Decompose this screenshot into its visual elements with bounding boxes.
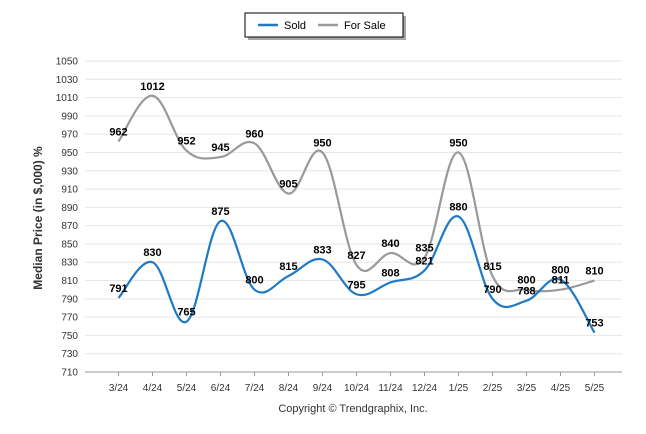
data-label-sold: 790 <box>483 284 501 296</box>
y-tick-label: 810 <box>61 276 78 287</box>
data-label-for-sale: 827 <box>347 250 365 262</box>
data-label-for-sale: 960 <box>245 128 263 140</box>
data-label-sold: 753 <box>585 318 603 330</box>
data-label-for-sale: 1012 <box>140 81 164 93</box>
series-line-sold <box>117 215 596 334</box>
y-tick-label: 710 <box>61 368 78 379</box>
x-tick-label: 6/24 <box>211 383 231 394</box>
data-label-for-sale: 840 <box>381 238 399 250</box>
data-label-for-sale: 905 <box>279 179 297 191</box>
x-tick-label: 3/25 <box>517 383 537 394</box>
data-label-for-sale: 810 <box>585 266 603 278</box>
x-tick-label: 5/25 <box>585 383 605 394</box>
y-tick-label: 730 <box>61 349 78 360</box>
y-tick-label: 990 <box>61 111 78 122</box>
y-tick-label: 970 <box>61 130 78 141</box>
data-label-for-sale: 815 <box>483 261 501 273</box>
legend: Sold For Sale <box>244 12 406 40</box>
data-label-for-sale: 945 <box>211 142 229 154</box>
y-tick-label: 1010 <box>56 93 79 104</box>
y-tick-label: 870 <box>61 221 78 232</box>
x-tick-label: 9/24 <box>313 383 333 394</box>
data-label-sold: 765 <box>177 307 195 319</box>
data-label-for-sale: 962 <box>109 126 127 138</box>
y-axis-ticks: 710 730 750 770 790 810 830 850 870 890 910 930 950 9… <box>56 57 79 379</box>
x-tick-label: 11/24 <box>378 383 403 394</box>
x-tick-label: 5/24 <box>177 383 197 394</box>
y-tick-label: 950 <box>61 148 78 159</box>
data-label-for-sale: 811 <box>552 275 570 287</box>
legend-label-sold: Sold <box>284 20 306 32</box>
data-label-sold: 791 <box>109 283 127 295</box>
x-tick-label: 8/24 <box>279 383 299 394</box>
x-tick-label: 10/24 <box>344 383 369 394</box>
y-tick-label: 1030 <box>56 75 79 86</box>
data-label-sold: 788 <box>517 286 535 298</box>
data-label-for-sale: 950 <box>449 137 467 149</box>
x-tick-label: 2/25 <box>483 383 503 394</box>
data-label-for-sale: 800 <box>517 275 535 287</box>
series-lines <box>117 94 596 334</box>
data-label-sold: 821 <box>415 255 433 267</box>
data-label-sold: 800 <box>245 275 263 287</box>
x-tick-label: 4/24 <box>143 383 163 394</box>
copyright-credit: Copyright © Trendgraphix, Inc. <box>278 403 427 415</box>
y-tick-label: 910 <box>61 185 78 196</box>
data-label-sold: 815 <box>279 261 297 273</box>
x-axis-ticks: 3/24 4/24 5/24 6/24 7/24 8/24 9/24 10/24 11/24 12… <box>109 372 605 394</box>
x-tick-label: 3/24 <box>109 383 129 394</box>
data-label-sold: 880 <box>449 202 467 214</box>
data-label-for-sale: 835 <box>415 243 433 255</box>
data-label-sold: 808 <box>381 267 399 279</box>
data-label-sold: 795 <box>347 279 365 291</box>
x-tick-label: 12/24 <box>412 383 437 394</box>
y-axis-label: Median Price (in $,000) % <box>31 146 45 290</box>
data-label-sold: 830 <box>143 247 161 259</box>
y-tick-label: 890 <box>61 203 78 214</box>
series-line-for-sale <box>117 94 595 293</box>
y-tick-label: 770 <box>61 313 78 324</box>
y-tick-label: 750 <box>61 331 78 342</box>
y-tick-label: 1050 <box>56 57 79 68</box>
y-tick-label: 930 <box>61 166 78 177</box>
y-tick-label: 790 <box>61 294 78 305</box>
data-label-for-sale: 952 <box>177 136 195 148</box>
data-label-sold: 800 <box>551 265 569 277</box>
legend-label-for-sale: For Sale <box>344 20 386 32</box>
y-tick-label: 830 <box>61 258 78 269</box>
x-tick-label: 1/25 <box>449 383 469 394</box>
x-tick-label: 7/24 <box>245 383 265 394</box>
y-tick-label: 850 <box>61 239 78 250</box>
x-tick-label: 4/25 <box>551 383 571 394</box>
data-label-sold: 875 <box>211 206 229 218</box>
data-label-sold: 833 <box>313 244 331 256</box>
grid <box>85 60 622 373</box>
data-label-for-sale: 950 <box>313 137 331 149</box>
